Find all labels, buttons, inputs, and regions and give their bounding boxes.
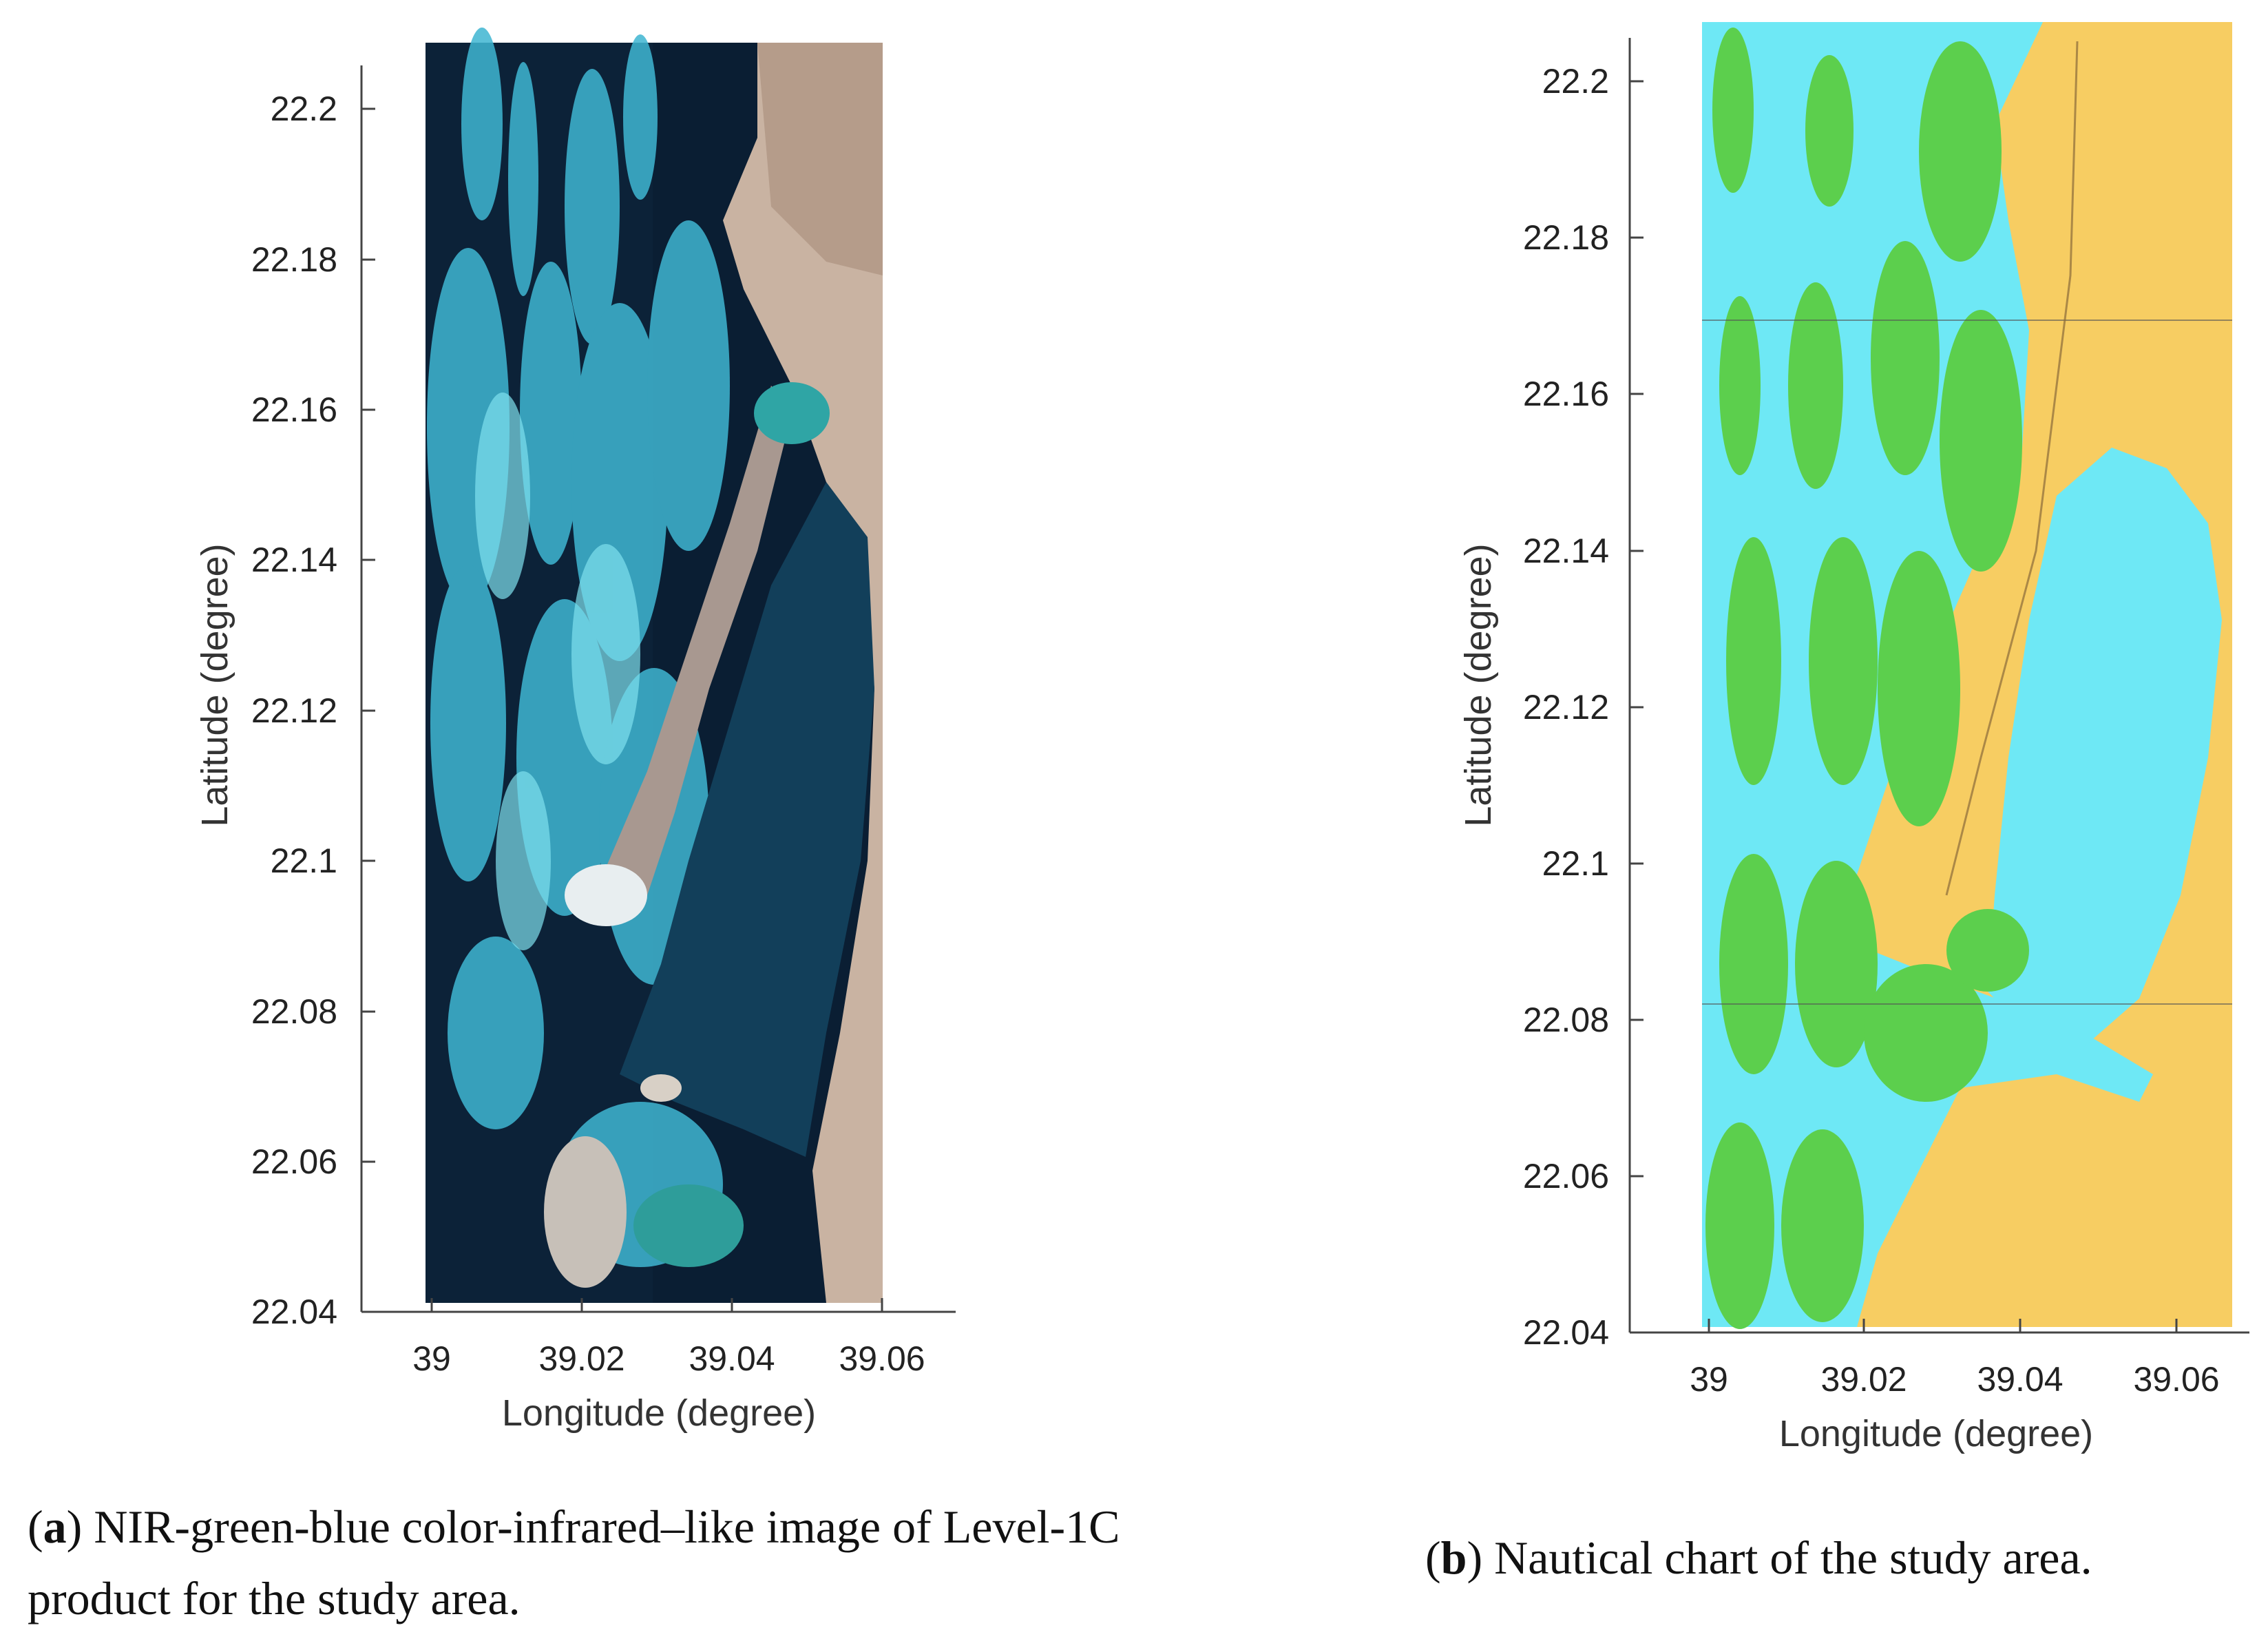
panel-a-axes <box>360 65 956 1313</box>
x-tick-label: 39.04 <box>1977 1360 2063 1399</box>
satellite-image <box>426 28 883 1303</box>
panel-a-x-ticks <box>430 1298 883 1312</box>
y-tick-label: 22.1 <box>1542 844 1609 883</box>
y-tick-label: 22.14 <box>1523 532 1609 570</box>
y-axis-label: Latitude (degree) <box>1458 543 1499 826</box>
y-tick-label: 22.2 <box>271 90 337 128</box>
y-tick-label: 22.18 <box>251 240 337 279</box>
y-tick-label: 22.08 <box>251 992 337 1031</box>
y-tick-label: 22.1 <box>271 842 337 880</box>
y-tick-label: 22.04 <box>1523 1313 1609 1352</box>
x-axis-label: Longitude (degree) <box>502 1392 816 1434</box>
caption-b: (b) Nautical chart of the study area. <box>1425 1532 2092 1584</box>
x-tick-label: 39.06 <box>2133 1360 2219 1399</box>
nautical-chart-image <box>1702 22 2232 1329</box>
y-tick-label: 22.08 <box>1523 1001 1609 1039</box>
x-tick-label: 39 <box>412 1339 451 1378</box>
caption-text: NIR-green-blue color-infrared–like image… <box>28 1501 1120 1624</box>
caption-letter: b <box>1440 1532 1467 1584</box>
y-tick-label: 22.2 <box>1542 62 1609 101</box>
panel-b-axes <box>1628 38 2249 1334</box>
y-tick-label: 22.16 <box>251 390 337 429</box>
y-tick-label: 22.16 <box>1523 375 1609 413</box>
y-tick-label: 22.06 <box>1523 1157 1609 1195</box>
caption-text: Nautical chart of the study area. <box>1494 1532 2092 1584</box>
panel-a-y-ticks <box>361 107 375 1163</box>
panel-b-y-ticks <box>1630 80 1644 1178</box>
x-axis-label: Longitude (degree) <box>1779 1413 2093 1454</box>
caption-a: (a) NIR-green-blue color-infrared–like i… <box>28 1501 1120 1624</box>
panel-b-plot: 22.2 22.18 22.16 22.14 22.12 22.1 22.08 … <box>1458 22 2249 1454</box>
x-tick-label: 39.02 <box>538 1339 624 1378</box>
panel-b-nautical-chart: 22.2 22.18 22.16 22.14 22.12 22.1 22.08 … <box>1134 0 2268 1641</box>
y-tick-label: 22.14 <box>251 541 337 579</box>
y-tick-label: 22.12 <box>1523 688 1609 727</box>
panel-a-plot: 22.2 22.18 22.16 22.14 22.12 22.1 22.08 … <box>194 28 956 1434</box>
x-tick-label: 39.04 <box>689 1339 775 1378</box>
y-tick-label: 22.04 <box>251 1293 337 1331</box>
caption-letter: a <box>43 1501 67 1553</box>
y-tick-label: 22.18 <box>1523 218 1609 257</box>
y-tick-label: 22.06 <box>251 1142 337 1181</box>
y-tick-label: 22.12 <box>251 691 337 730</box>
x-tick-label: 39.06 <box>839 1339 925 1378</box>
panel-b-x-ticks <box>1708 1319 2178 1332</box>
x-tick-label: 39.02 <box>1820 1360 1907 1399</box>
y-axis-label: Latitude (degree) <box>194 543 235 826</box>
panel-a-satellite-image: 22.2 22.18 22.16 22.14 22.12 22.1 22.08 … <box>28 28 1120 1624</box>
x-tick-label: 39 <box>1690 1360 1728 1399</box>
